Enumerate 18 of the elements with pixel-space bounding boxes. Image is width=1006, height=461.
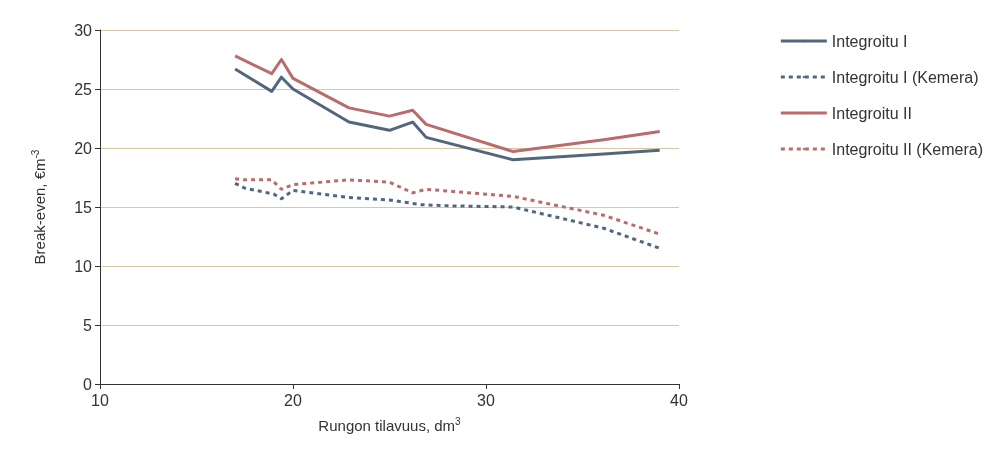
y-tick-label: 0 bbox=[83, 375, 93, 393]
y-tick-label: 30 bbox=[74, 21, 93, 39]
legend-label: Integroitu II bbox=[831, 104, 912, 122]
y-tick-label: 5 bbox=[83, 316, 93, 334]
y-axis-title: Break-even, €m-3 bbox=[29, 149, 48, 265]
line-series bbox=[233, 181, 662, 250]
y-tick-label: 20 bbox=[74, 139, 93, 157]
line-series bbox=[233, 54, 662, 154]
legend-label: Integroitu I bbox=[831, 32, 908, 50]
legend-label: Integroitu II (Kemera) bbox=[831, 140, 983, 158]
x-tick-label: 30 bbox=[477, 391, 495, 409]
y-tick-label: 15 bbox=[74, 198, 93, 216]
x-tick-label: 20 bbox=[284, 391, 302, 409]
y-tick-label: 25 bbox=[74, 80, 93, 98]
x-tick-label: 40 bbox=[670, 391, 688, 409]
y-tick-label: 10 bbox=[74, 257, 93, 275]
line-series bbox=[233, 67, 662, 162]
legend-label: Integroitu I (Kemera) bbox=[831, 68, 979, 86]
